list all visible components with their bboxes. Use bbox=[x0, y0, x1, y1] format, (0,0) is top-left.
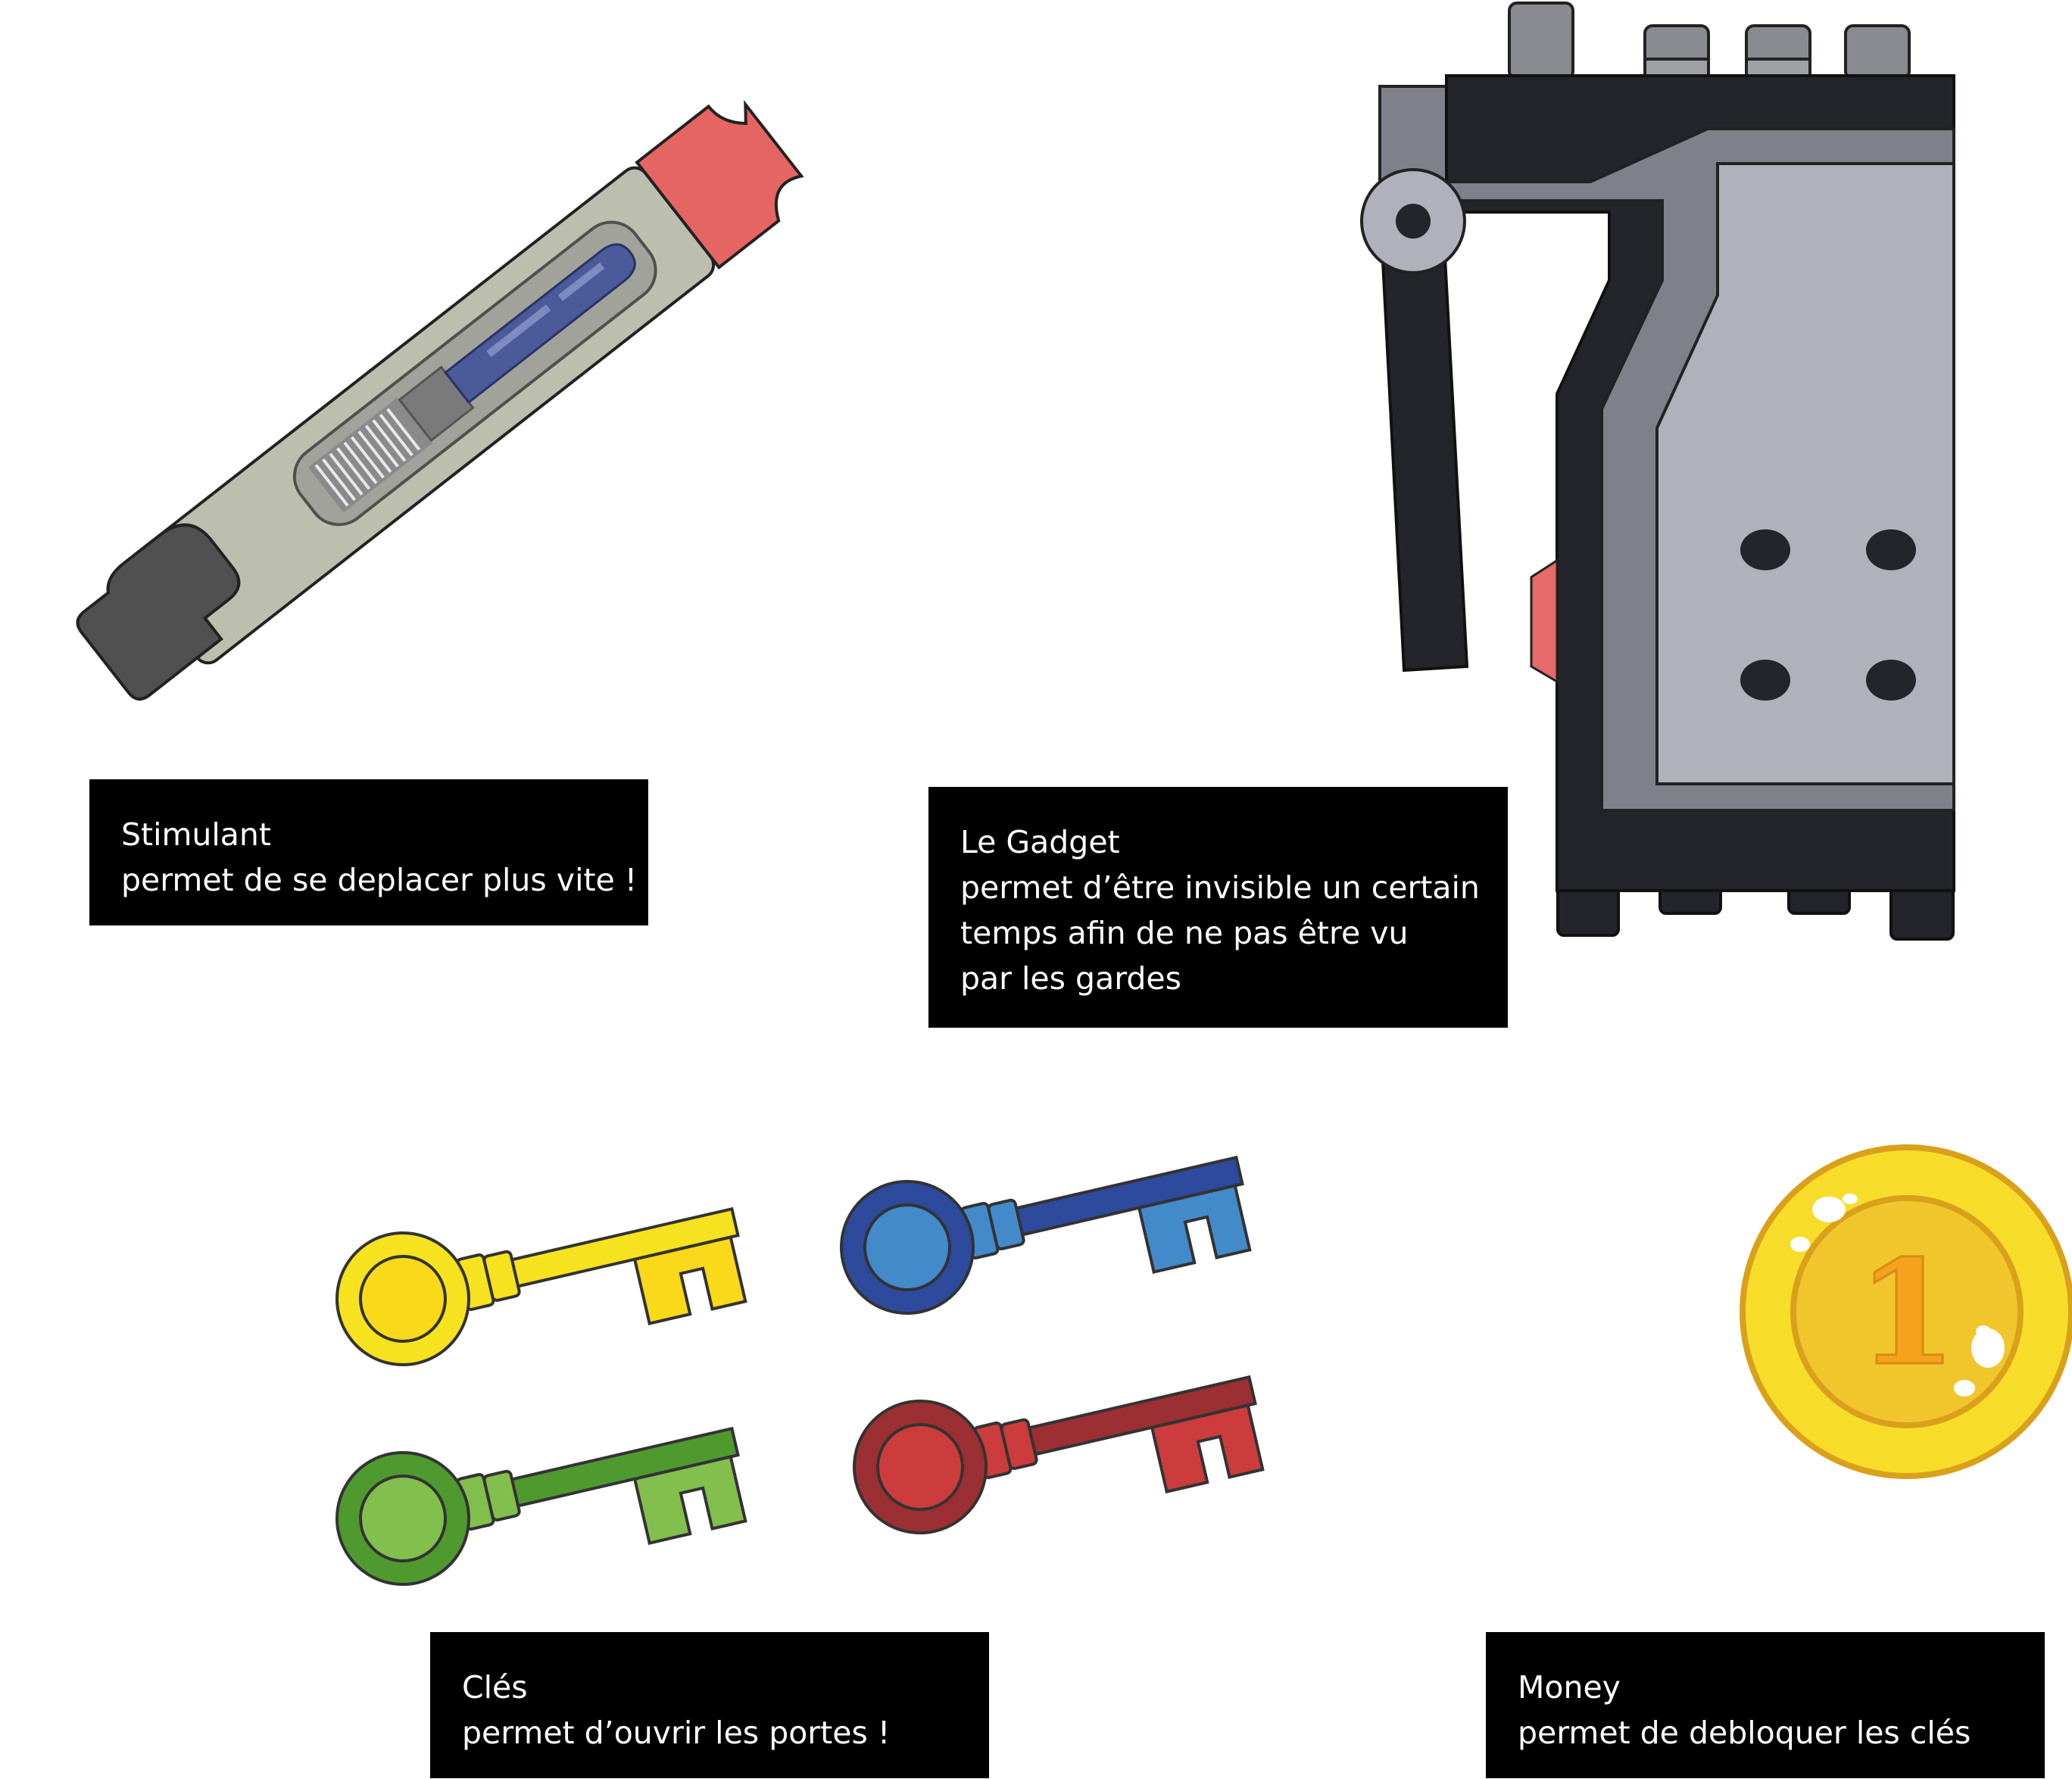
gadget-caption: Le Gadget permet d’être invisible un cer… bbox=[928, 787, 1508, 1028]
stimulant-title: Stimulant bbox=[121, 816, 271, 853]
stimulant-injector-icon bbox=[76, 99, 804, 701]
money-description: permet de debloquer les clés bbox=[1518, 1715, 1971, 1751]
gadget-title: Le Gadget bbox=[960, 824, 1120, 860]
money-title: Money bbox=[1518, 1669, 1621, 1706]
gadget-description-line-2: temps afin de ne pas être vu bbox=[960, 915, 1409, 951]
money-caption: Money permet de debloquer les clés bbox=[1486, 1632, 2045, 1778]
coin-number: 1 bbox=[1857, 1228, 1957, 1397]
gadget-description-line-3: par les gardes bbox=[960, 960, 1181, 997]
stimulant-description: permet de se deplacer plus vite ! bbox=[121, 862, 638, 898]
keys-title: Clés bbox=[462, 1669, 528, 1706]
invisibility-gadget-icon bbox=[1360, 2, 1955, 941]
key-blue-icon bbox=[840, 1155, 1252, 1315]
key-green-icon bbox=[335, 1426, 747, 1586]
gadget-description-line-1: permet d’être invisible un certain bbox=[960, 869, 1480, 906]
coin-icon: 1 bbox=[1740, 1144, 2072, 1479]
stimulant-caption: Stimulant permet de se deplacer plus vit… bbox=[89, 779, 648, 925]
key-yellow-icon bbox=[335, 1206, 747, 1366]
keys-description: permet d’ouvrir les portes ! bbox=[462, 1715, 891, 1751]
keys-caption: Clés permet d’ouvrir les portes ! bbox=[430, 1632, 989, 1778]
key-red-icon bbox=[853, 1375, 1265, 1534]
